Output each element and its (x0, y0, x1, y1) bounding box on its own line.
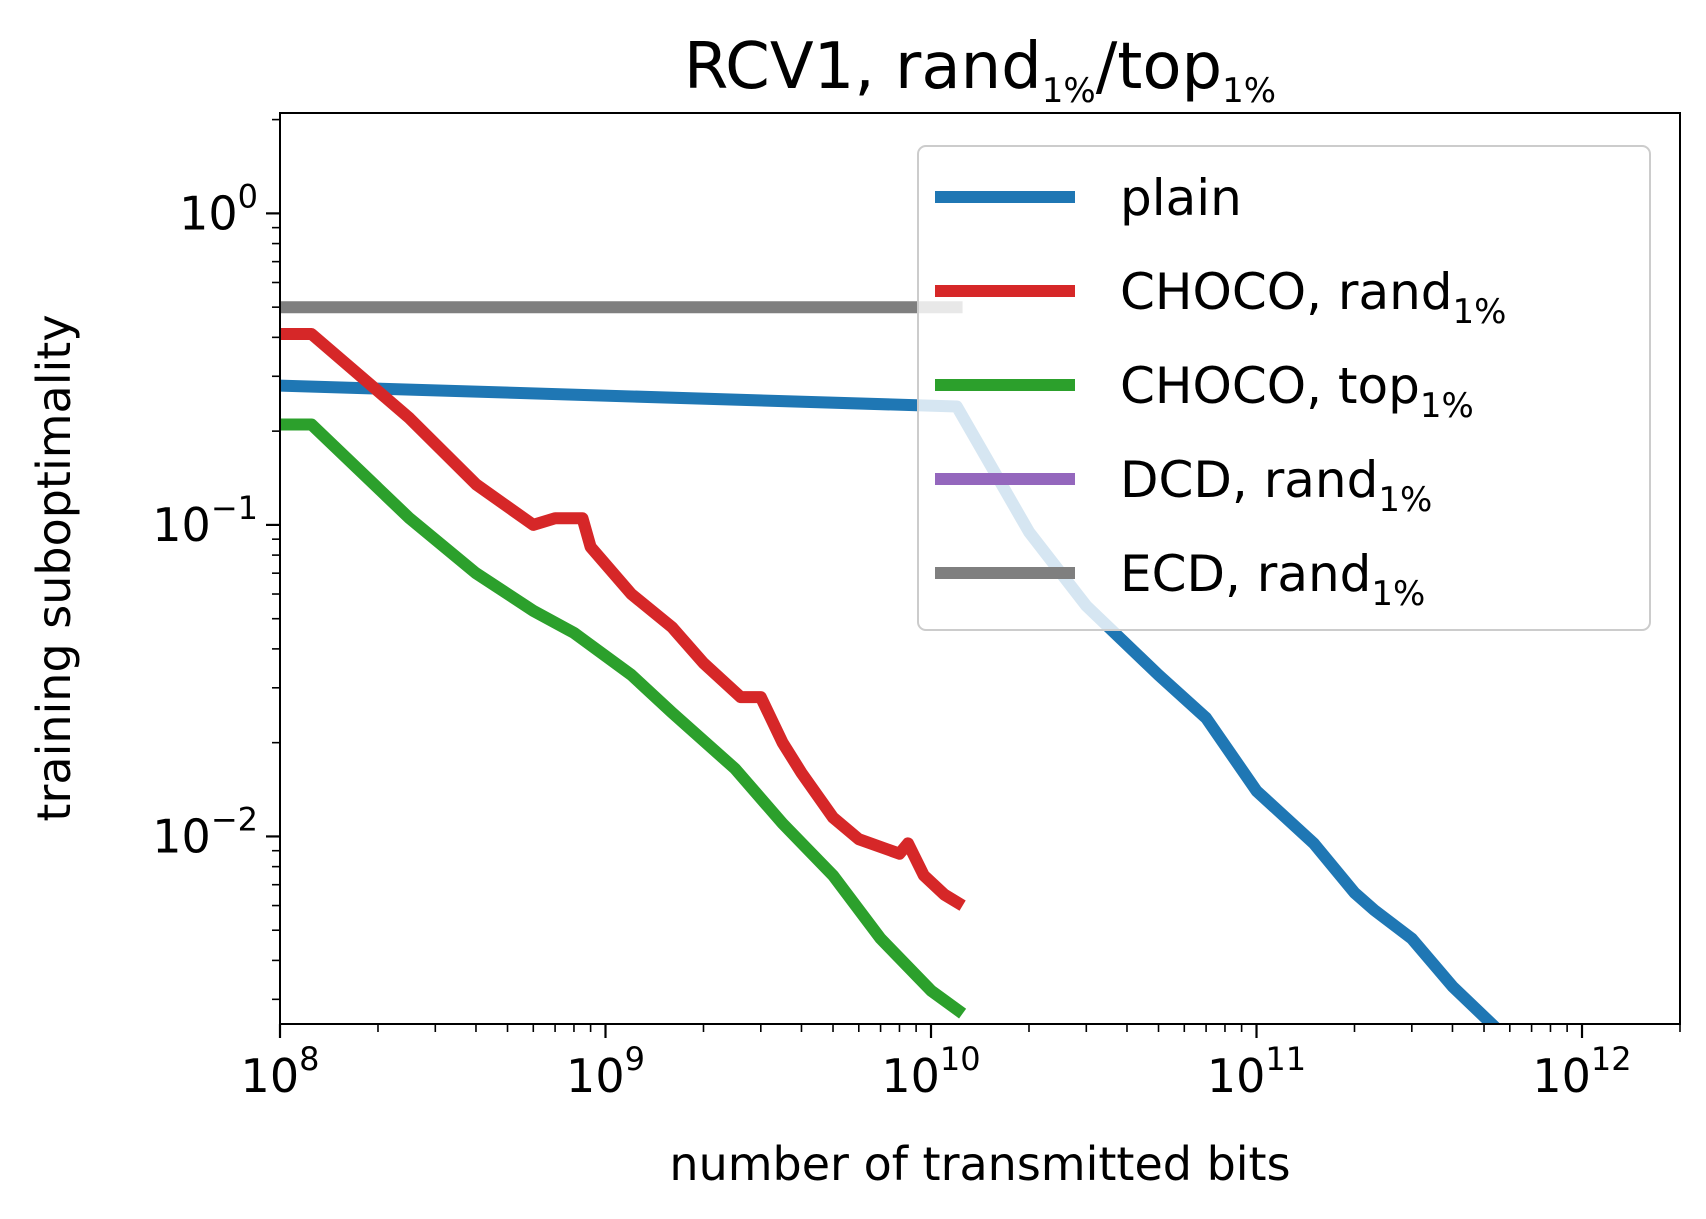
x-axis-label: number of transmitted bits (669, 1137, 1290, 1191)
x-tick-label-1: 109 (566, 1040, 645, 1103)
x-tick-label-4: 1012 (1532, 1040, 1631, 1103)
y-axis-ticks: 100 10−1 10−2 (152, 118, 280, 1001)
y-tick-label-2: 10−2 (152, 800, 258, 863)
chart-title: RCV1, rand1%/top1% (684, 30, 1276, 111)
legend-label-2: CHOCO, top1% (1120, 357, 1474, 426)
legend-label-4: ECD, rand1% (1120, 545, 1425, 614)
legend: plain CHOCO, rand1% CHOCO, top1% DCD, rand1… (917, 145, 1651, 631)
x-tick-label-2: 1010 (881, 1040, 980, 1103)
series-line-1 (280, 328, 966, 911)
legend-label-1: CHOCO, rand1% (1120, 263, 1507, 332)
x-tick-label-3: 1011 (1207, 1040, 1306, 1103)
plot-frame (279, 112, 1681, 1025)
legend-label-3: DCD, rand1% (1120, 451, 1432, 520)
x-axis-ticks: 108 109 1010 1011 1012 (241, 1024, 1681, 1103)
y-axis-label: training suboptimality (27, 314, 81, 821)
x-tick-label-0: 108 (241, 1040, 320, 1103)
legend-box (917, 145, 1651, 631)
y-tick-label-1: 10−1 (152, 489, 258, 552)
legend-label-0: plain (1120, 169, 1242, 227)
series-line-2 (280, 418, 967, 1019)
y-tick-label-0: 100 (179, 177, 258, 240)
